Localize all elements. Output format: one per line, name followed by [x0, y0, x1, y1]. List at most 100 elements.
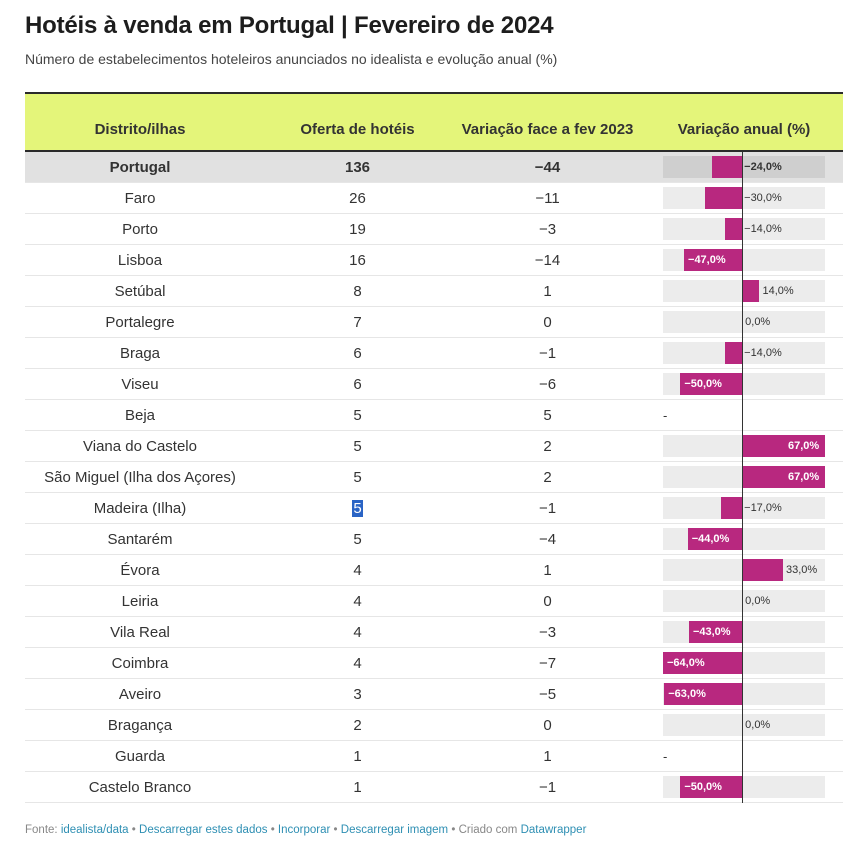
bar-track	[663, 218, 825, 240]
offer-cell: 5	[353, 438, 362, 455]
table-row: Guarda 1 1 -	[25, 741, 843, 772]
bar-track	[663, 311, 825, 333]
column-header-change[interactable]: Variação face a fev 2023	[461, 121, 634, 138]
offer-cell: 1	[353, 779, 362, 796]
district-cell: Lisboa	[117, 252, 163, 269]
district-cell: Leiria	[121, 593, 159, 610]
change-cell: 1	[543, 748, 552, 765]
embed-link[interactable]: Incorporar	[277, 824, 331, 836]
bar-track	[663, 714, 825, 736]
offer-cell: 6	[353, 345, 362, 362]
district-cell: Faro	[124, 190, 156, 207]
footer-separator: •	[448, 824, 459, 836]
offer-cell: 3	[353, 686, 362, 703]
change-cell: −3	[538, 624, 557, 641]
bar-track	[663, 342, 825, 364]
table-row: Viseu 6 −6 −50,0%	[25, 369, 843, 400]
column-header-annual-change[interactable]: Variação anual (%)	[677, 121, 811, 138]
change-cell: 2	[543, 438, 552, 455]
footer-separator: •	[267, 824, 278, 836]
chart-title: Hotéis à venda em Portugal | Fevereiro d…	[25, 12, 554, 39]
annual-change-bar-cell: -	[663, 741, 825, 772]
offer-cell: 16	[349, 252, 366, 269]
annual-change-bar	[724, 218, 743, 240]
offer-cell: 7	[353, 314, 362, 331]
annual-change-bar-cell: −47,0%	[663, 245, 825, 276]
offer-cell: 5	[255, 493, 460, 524]
bar-value-label: 67,0%	[788, 440, 820, 452]
annual-change-bar	[705, 187, 743, 209]
annual-change-bar-cell: 67,0%	[663, 462, 825, 493]
offer-cell: 4	[353, 562, 362, 579]
annual-change-bar-cell: −14,0%	[663, 338, 825, 369]
change-cell: −1	[538, 779, 557, 796]
district-cell: Coimbra	[111, 655, 169, 672]
change-cell: 0	[543, 314, 552, 331]
table-body: Portugal 136 −44 −24,0% Faro 26 −11 −30,0% Porto…	[25, 152, 843, 803]
annual-change-bar-cell: 0,0%	[663, 307, 825, 338]
bar-value-label: −17,0%	[744, 502, 782, 514]
annual-change-bar-cell: 0,0%	[663, 586, 825, 617]
district-cell: Beja	[124, 407, 156, 424]
table-row: Portalegre 7 0 0,0%	[25, 307, 843, 338]
no-data-label: -	[663, 749, 668, 764]
annual-change-bar-cell: 67,0%	[663, 431, 825, 462]
bar-value-label: −43,0%	[692, 626, 731, 638]
offer-cell: 8	[353, 283, 362, 300]
table-row: São Miguel (Ilha dos Açores) 5 2 67,0%	[25, 462, 843, 493]
bar-value-label: −47,0%	[688, 254, 726, 266]
bar-value-label: −30,0%	[744, 192, 782, 204]
offer-cell: 4	[353, 593, 362, 610]
annual-change-bar	[724, 342, 743, 364]
bar-track	[663, 187, 825, 209]
change-cell: 0	[543, 717, 552, 734]
bar-value-label: 0,0%	[745, 719, 771, 731]
bar-value-label: −64,0%	[667, 657, 705, 669]
table-row: Coimbra 4 −7 −64,0%	[25, 648, 843, 679]
table-row: Aveiro 3 −5 −63,0%	[25, 679, 843, 710]
change-cell: 0	[543, 593, 552, 610]
bar-value-label: 33,0%	[785, 564, 818, 576]
annual-change-bar-cell: −44,0%	[663, 524, 825, 555]
bar-value-label: −14,0%	[744, 223, 782, 235]
annual-change-bar-cell: −64,0%	[663, 648, 825, 679]
district-cell: Guarda	[114, 748, 166, 765]
source-link[interactable]: idealista/data	[60, 824, 129, 836]
table-row: Beja 5 5 -	[25, 400, 843, 431]
offer-cell: 5	[353, 531, 362, 548]
annual-change-bar-cell: −17,0%	[663, 493, 825, 524]
change-cell: −11	[535, 190, 560, 207]
annual-change-bar	[688, 621, 743, 643]
offer-cell: 5	[353, 469, 362, 486]
district-cell: Viseu	[121, 376, 159, 393]
annual-change-bar-cell: −63,0%	[663, 679, 825, 710]
annual-change-bar-cell: 33,0%	[663, 555, 825, 586]
annual-change-bar-cell: −30,0%	[663, 183, 825, 214]
footer-separator: •	[128, 824, 140, 836]
bar-value-label: −24,0%	[744, 161, 782, 173]
column-header-district[interactable]: Distrito/ilhas	[94, 121, 186, 138]
bar-value-label: −50,0%	[684, 378, 722, 390]
table-row: Vila Real 4 −3 −43,0%	[25, 617, 843, 648]
annual-change-bar	[712, 156, 743, 178]
annual-change-bar-cell: −14,0%	[663, 214, 825, 245]
table-row: Viana do Castelo 5 2 67,0%	[25, 431, 843, 462]
offer-cell: 6	[353, 376, 362, 393]
column-header-offer[interactable]: Oferta de hotéis	[300, 121, 415, 138]
district-cell: Madeira (Ilha)	[93, 500, 187, 517]
district-cell: Santarém	[107, 531, 173, 548]
datawrapper-link[interactable]: Datawrapper	[520, 824, 587, 836]
change-cell: −14	[534, 252, 561, 269]
change-cell: −3	[538, 221, 557, 238]
district-cell: Portalegre	[105, 314, 175, 331]
table-row: Madeira (Ilha) 5 −1 −17,0%	[25, 493, 843, 524]
offer-cell: 19	[349, 221, 366, 238]
offer-cell: 4	[353, 624, 362, 641]
bar-track	[663, 621, 825, 643]
annual-change-bar-cell: −24,0%	[663, 152, 825, 183]
annual-change-bar	[664, 683, 743, 705]
download-data-link[interactable]: Descarregar estes dados	[139, 824, 268, 836]
selected-text[interactable]: 5	[352, 500, 363, 517]
bar-value-label: −63,0%	[668, 688, 706, 700]
download-image-link[interactable]: Descarregar imagem	[340, 824, 449, 836]
